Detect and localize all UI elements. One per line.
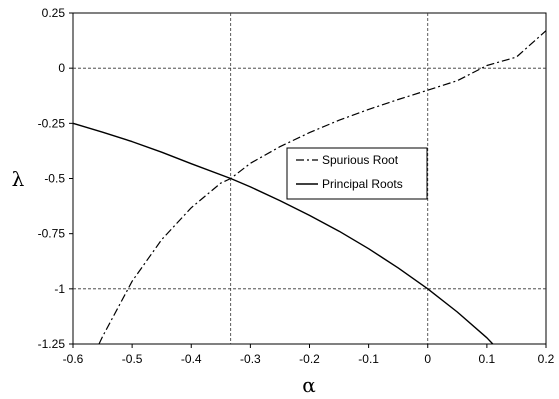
y-tick-label: -0.75: [38, 227, 66, 241]
series-line-spurious-root: [98, 30, 547, 345]
series-layer: [72, 30, 547, 345]
x-axis: -0.6 -0.5 -0.4 -0.3 -0.2 -0.1 0 0.1 0.2: [63, 344, 555, 366]
x-tick-label: -0.5: [122, 352, 143, 366]
legend-label-spurious-root: Spurious Root: [322, 153, 399, 167]
x-tick-label: 0.1: [479, 352, 496, 366]
legend-box: [286, 147, 428, 200]
y-axis: 0.25 0 -0.25 -0.5 -0.75 -1 -1.25: [38, 6, 73, 351]
x-tick-label: 0.2: [538, 352, 555, 366]
y-tick-label: -0.5: [44, 172, 65, 186]
x-tick-label: 0: [424, 352, 431, 366]
y-tick-label: 0.25: [42, 6, 66, 20]
y-tick-label: -0.25: [38, 116, 66, 130]
x-tick-label: -0.2: [299, 352, 320, 366]
y-tick-label: 0: [58, 61, 65, 75]
y-axis-label: λ: [12, 167, 25, 191]
x-tick-label: -0.3: [240, 352, 261, 366]
legend: Spurious Root Principal Roots: [286, 147, 428, 200]
y-tick-label: -1: [54, 282, 65, 296]
x-tick-label: -0.1: [358, 352, 379, 366]
x-axis-label: α: [302, 373, 316, 397]
x-tick-label: -0.6: [63, 352, 84, 366]
x-tick-label: -0.4: [181, 352, 202, 366]
series-line-principal-roots: [72, 122, 494, 345]
y-tick-label: -1.25: [38, 337, 66, 351]
legend-label-principal-roots: Principal Roots: [322, 177, 403, 191]
